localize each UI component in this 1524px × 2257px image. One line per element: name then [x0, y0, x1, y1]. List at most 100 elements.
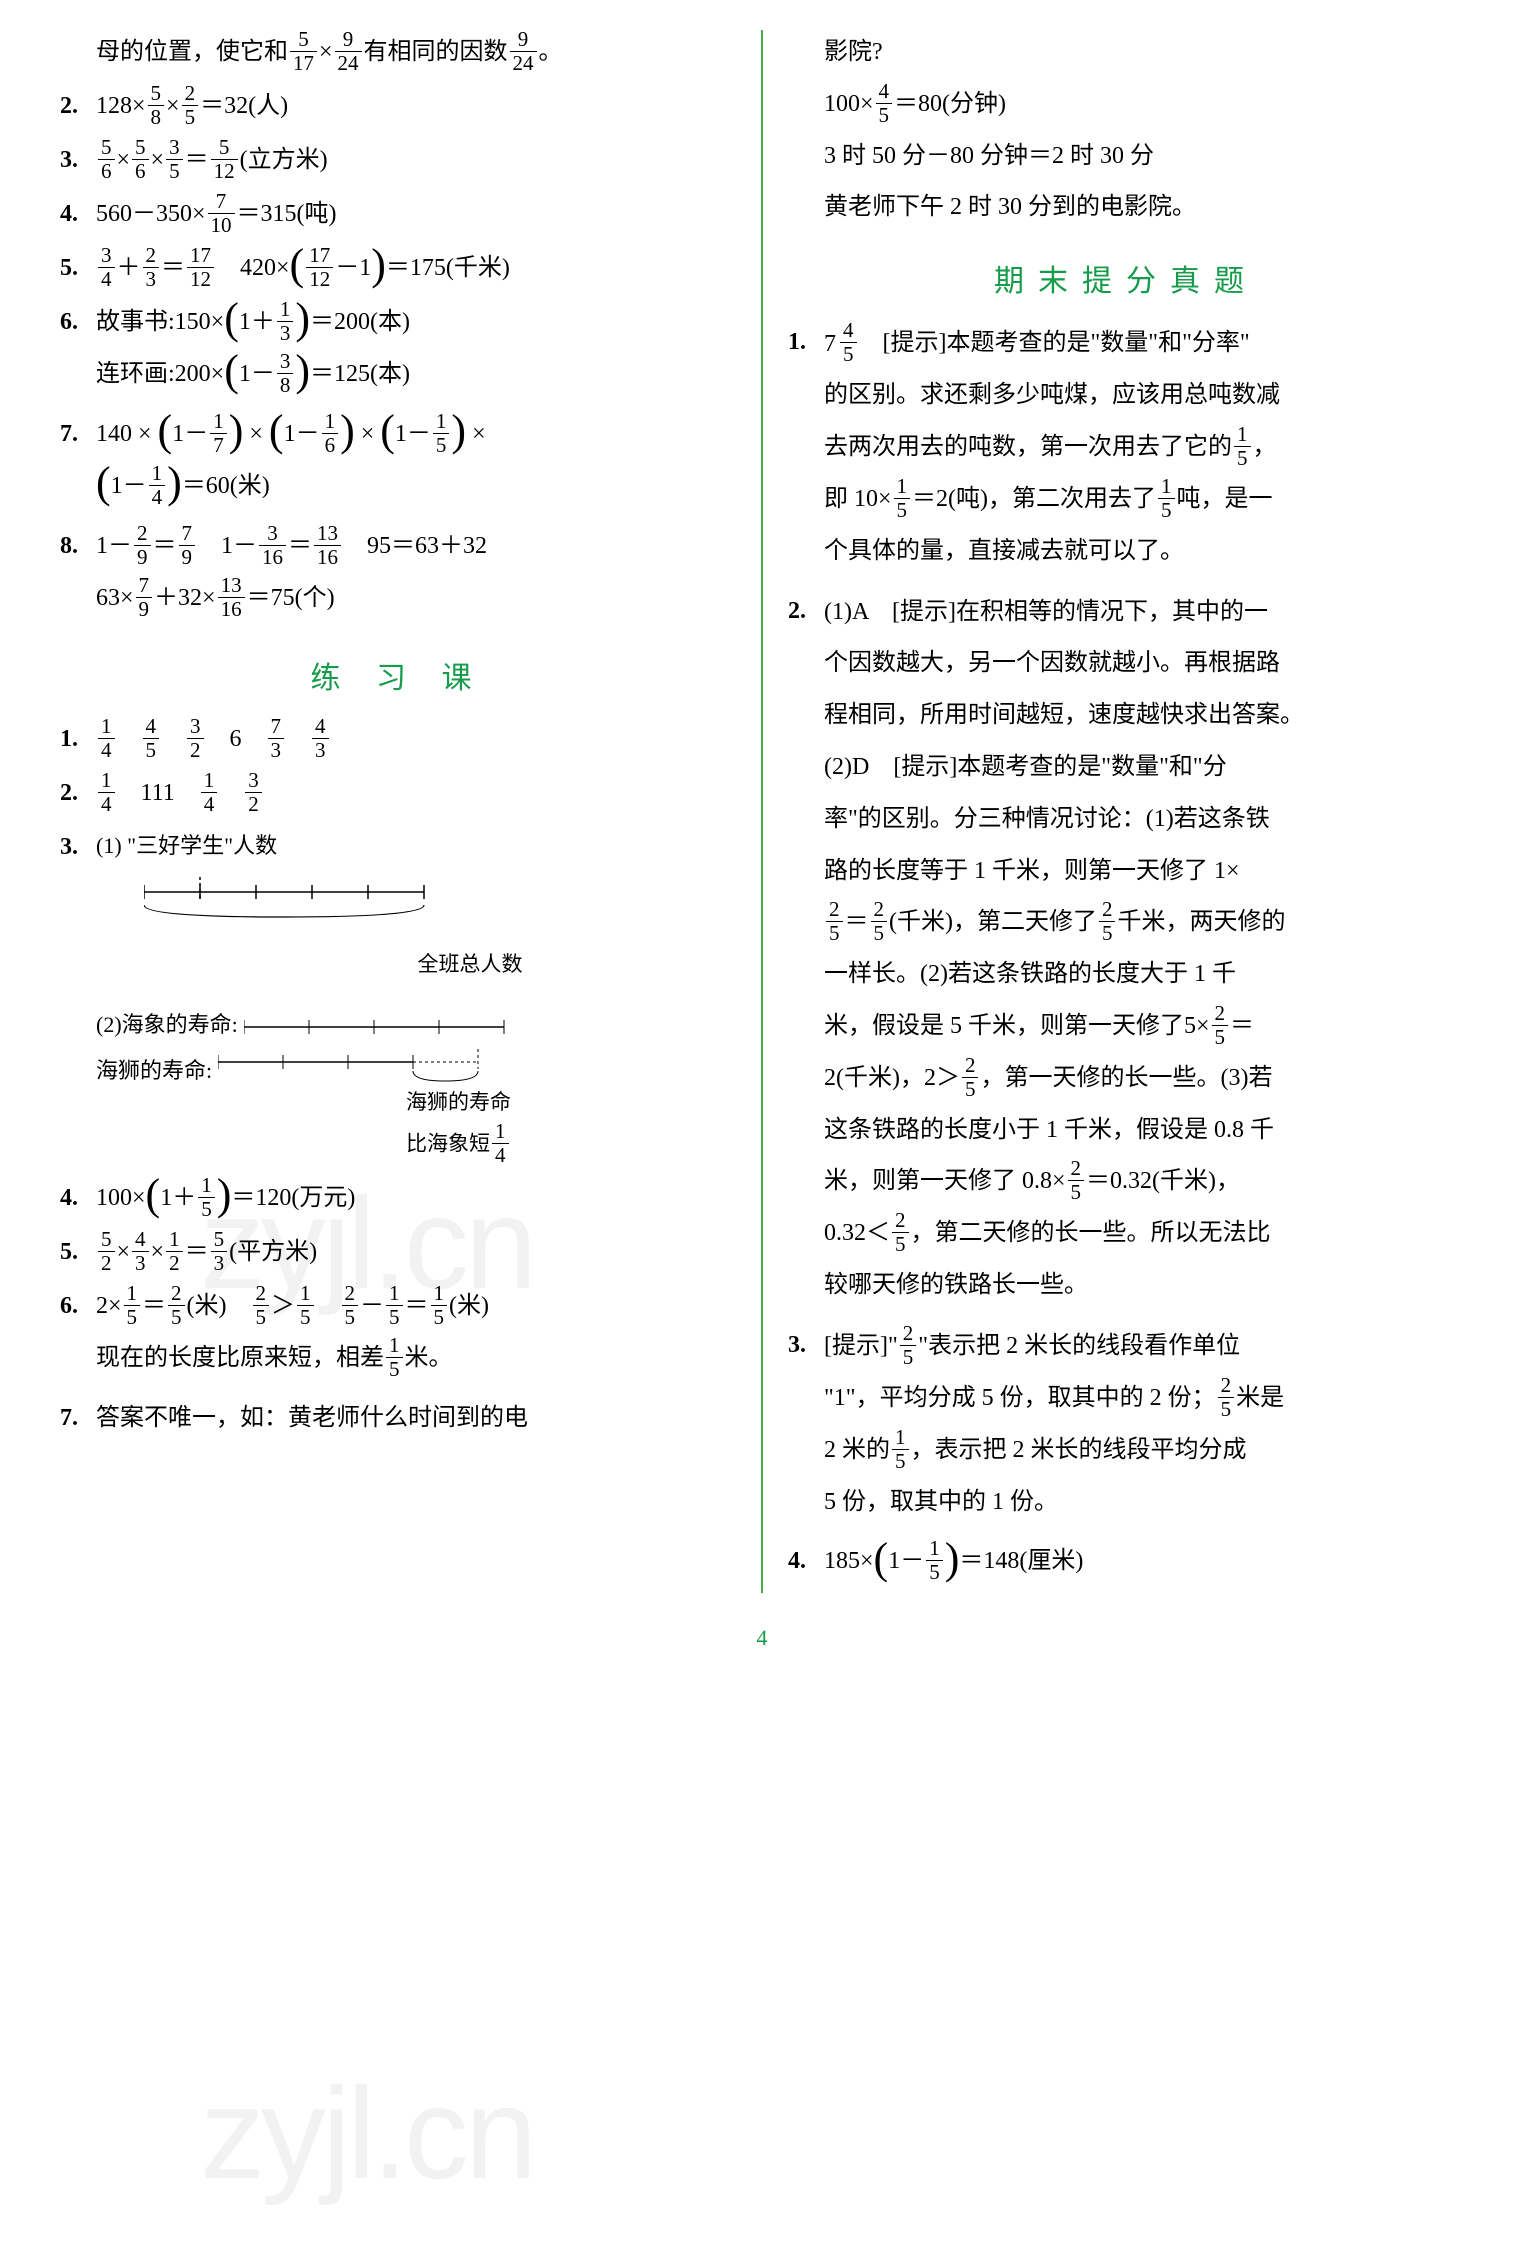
- num: 5.: [60, 1230, 96, 1276]
- content: 100×(1＋15)＝120(万元): [96, 1176, 736, 1222]
- t: 1－: [888, 1548, 924, 1574]
- t: 1－: [395, 421, 431, 447]
- t: 这条铁路的长度小于 1 千米，假设是 0.8 千: [824, 1108, 1464, 1154]
- t: 。: [539, 39, 563, 65]
- hint: 提示: [891, 329, 939, 356]
- segment-diagram-icon: [144, 877, 504, 947]
- item-5: 5. 34＋23＝1712 420×(1712－1)＝175(千米): [60, 246, 736, 292]
- t: ＝: [1230, 1013, 1254, 1039]
- num: 4.: [60, 1176, 96, 1222]
- t: ＝80(分钟): [894, 91, 1006, 117]
- content: 185×(1－15)＝148(厘米): [824, 1539, 1464, 1585]
- q7: 7. 答案不唯一，如：黄老师什么时间到的电: [60, 1396, 736, 1442]
- t: 率"的区别。分三种情况讨论：(1)若这条铁: [824, 797, 1464, 843]
- s1: 1. 7 45 [提示]本题考查的是"数量"和"分率" 的区别。求还剩多少吨煤，…: [788, 320, 1464, 581]
- content: 128×58×25＝32(人): [96, 84, 736, 130]
- num: 7.: [60, 1396, 96, 1442]
- hint: 提示: [832, 1332, 880, 1359]
- num: 4.: [60, 192, 96, 238]
- content: (1) "三好学生"人数 全班总人数 (2)海象的: [96, 825, 736, 1168]
- t: 100×: [96, 1185, 146, 1211]
- t: ＝75(个): [247, 585, 335, 611]
- content: 34＋23＝1712 420×(1712－1)＝175(千米): [96, 246, 736, 292]
- t: ＝: [288, 533, 312, 559]
- t: 1＋: [160, 1185, 196, 1211]
- q3: 3. (1) "三好学生"人数 全班总人数: [60, 825, 736, 1168]
- diagram-label-2: (2)海象的寿命:: [96, 1004, 238, 1046]
- t: ]本题考查的是"数量"和"分: [949, 754, 1226, 780]
- watermark-icon: zyjl.cn: [200, 2010, 533, 2257]
- t: 1－: [197, 533, 257, 559]
- item-3: 3. 56×56×35＝512(立方米): [60, 138, 736, 184]
- t: 1－: [111, 473, 147, 499]
- t: 111: [117, 780, 199, 806]
- num: 1.: [60, 717, 96, 763]
- t: 有相同的因数: [364, 39, 508, 65]
- item-7: 7. 140 × (1－17) × (1－16) × (1－15) × (1－1…: [60, 412, 736, 516]
- num: 6.: [60, 1284, 96, 1388]
- t: 即 10×: [824, 486, 892, 512]
- num: 4.: [788, 1539, 824, 1585]
- q5: 5. 52×43×12＝53(平方米): [60, 1230, 736, 1276]
- t: 2×: [96, 1293, 122, 1319]
- t: 100×: [824, 91, 874, 117]
- t: ×: [117, 147, 131, 173]
- content: 答案不唯一，如：黄老师什么时间到的电: [96, 1396, 736, 1442]
- t: ＝: [845, 909, 869, 935]
- content: 140 × (1－17) × (1－16) × (1－15) × (1－14)＝…: [96, 412, 736, 516]
- t: 程相同，所用时间越短，速度越快求出答案。: [824, 693, 1464, 739]
- t: 2(千米)，2＞: [824, 1065, 960, 1091]
- content: 14 111 14 32: [96, 771, 736, 817]
- t: 185×: [824, 1548, 874, 1574]
- brace-text: 海狮的寿命 比海象短14: [406, 1083, 736, 1168]
- t: 较哪天修的铁路长一些。: [824, 1263, 1464, 1309]
- t: 6: [206, 726, 266, 752]
- num: 3.: [60, 138, 96, 184]
- t: 个具体的量，直接减去就可以了。: [824, 529, 1464, 575]
- t: ＝32(人): [200, 93, 288, 119]
- q2: 2. 14 111 14 32: [60, 771, 736, 817]
- t: 米，则第一天修了 0.8×: [824, 1168, 1066, 1194]
- hint: 提示: [900, 598, 948, 625]
- t: (米): [449, 1293, 489, 1319]
- t: ＝0.32(千米)，: [1086, 1168, 1240, 1194]
- r0: 影院?: [824, 30, 1464, 76]
- t: (米): [187, 1293, 251, 1319]
- section-title-practice: 练 习 课: [60, 650, 736, 707]
- content: [提示]"25"表示把 2 米长的线段看作单位 "1"，平均分成 5 份，取其中…: [824, 1323, 1464, 1532]
- q6: 6. 2×15＝25(米) 25＞15 25－15＝15(米) 现在的长度比原来…: [60, 1284, 736, 1388]
- num: 7.: [60, 412, 96, 516]
- item-6: 6. 故事书:150×(1＋13)＝200(本) 连环画:200×(1－38)＝…: [60, 300, 736, 404]
- num: 1.: [788, 320, 824, 581]
- t: ]": [880, 1333, 898, 1359]
- num: 3.: [788, 1323, 824, 1532]
- t: 5 份，取其中的 1 份。: [824, 1480, 1464, 1526]
- q1: 1. 14 45 32 6 73 43: [60, 717, 736, 763]
- t: 吨，是一: [1177, 486, 1273, 512]
- t: ×: [243, 421, 269, 447]
- right-column: 影院? 100×45＝80(分钟) 3 时 50 分－80 分钟＝2 时 30 …: [768, 30, 1484, 1593]
- item-8: 8. 1－29＝79 1－316＝1316 95＝63＋32 63×79＋32×…: [60, 524, 736, 628]
- t: 128×: [96, 93, 146, 119]
- diagram-label-3: 海狮的寿命:: [96, 1050, 212, 1092]
- t: ×: [466, 421, 486, 447]
- t: 米，假设是 5 千米，则第一天修了5×: [824, 1013, 1210, 1039]
- t: 的区别。求还剩多少吨煤，应该用总吨数减: [824, 373, 1464, 419]
- t: 420×: [216, 255, 290, 281]
- t: [316, 1293, 340, 1319]
- num: 5.: [60, 246, 96, 292]
- s3: 3. [提示]"25"表示把 2 米长的线段看作单位 "1"，平均分成 5 份，…: [788, 1323, 1464, 1532]
- t: 连环画:200×: [96, 361, 224, 387]
- t: 路的长度等于 1 千米，则第一天修了 1×: [824, 849, 1464, 895]
- page: 母的位置，使它和517×924有相同的因数924。 2. 128×58×25＝3…: [40, 30, 1484, 1593]
- r2: 3 时 50 分－80 分钟＝2 时 30 分: [824, 134, 1464, 180]
- t: ＋: [117, 255, 141, 281]
- t: ，第一天修的长一些。(3)若: [980, 1065, 1272, 1091]
- t: 0.32＜: [824, 1220, 890, 1246]
- item-4: 4. 560－350×710＝315(吨): [60, 192, 736, 238]
- t: (2)D [: [824, 754, 901, 780]
- t: 个因数越大，另一个因数就越小。再根据路: [824, 641, 1464, 687]
- segment-icon: [244, 1014, 524, 1040]
- content: 52×43×12＝53(平方米): [96, 1230, 736, 1276]
- page-number: 4: [40, 1617, 1484, 1659]
